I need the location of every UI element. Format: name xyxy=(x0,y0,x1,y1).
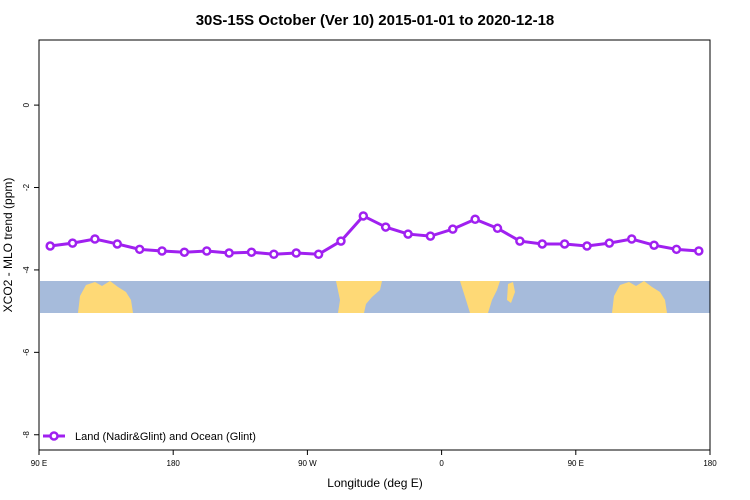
data-point xyxy=(179,247,190,257)
data-point xyxy=(626,234,637,244)
data-point xyxy=(470,214,480,224)
legend: Land (Nadir&Glint) and Ocean (Glint) xyxy=(43,431,256,443)
data-point xyxy=(45,241,55,251)
land xyxy=(612,281,667,313)
data-point xyxy=(313,249,324,260)
data-point xyxy=(202,246,212,256)
data-point xyxy=(380,222,391,232)
data-point xyxy=(403,229,413,239)
x-tick-label: 90 W xyxy=(298,459,317,468)
data-point xyxy=(694,246,704,256)
land xyxy=(78,281,133,313)
land xyxy=(507,282,515,303)
data-point xyxy=(559,239,570,249)
chart-title: 30S-15S October (Ver 10) 2015-01-01 to 2… xyxy=(196,12,555,29)
legend-label: Land (Nadir&Glint) and Ocean (Glint) xyxy=(75,431,256,443)
data-point xyxy=(604,238,615,248)
data-point xyxy=(492,223,503,234)
x-axis-label: Longitude (deg E) xyxy=(327,476,422,490)
y-tick-label: -8 xyxy=(22,431,31,439)
data-point xyxy=(448,224,458,234)
y-tick-label: 0 xyxy=(22,102,31,107)
data-point xyxy=(134,244,145,255)
data-point xyxy=(537,239,547,249)
x-tick-label: 180 xyxy=(167,459,181,468)
y-tick-label: -2 xyxy=(22,183,31,191)
data-point xyxy=(425,231,436,241)
data-point xyxy=(336,236,346,246)
legend-marker xyxy=(49,431,59,441)
series-line xyxy=(49,214,699,256)
y-tick-label: -6 xyxy=(22,348,31,356)
map-strip xyxy=(40,281,710,313)
x-tick-label: 90 E xyxy=(31,459,47,468)
data-point xyxy=(112,239,123,249)
land xyxy=(460,281,500,313)
data-point xyxy=(90,234,100,244)
plot-frame xyxy=(38,39,711,451)
data-point xyxy=(649,240,659,250)
data-point xyxy=(224,248,234,258)
x-tick-label: 90 E xyxy=(568,459,584,468)
y-tick-label: -4 xyxy=(22,266,31,274)
data-point xyxy=(671,244,682,255)
x-tick-label: 180 xyxy=(703,459,717,468)
data-point xyxy=(291,248,301,258)
data-point xyxy=(67,238,78,248)
data-point xyxy=(582,241,592,251)
data-point xyxy=(269,249,279,260)
data-point xyxy=(157,246,167,256)
land xyxy=(336,281,382,313)
data-point xyxy=(246,247,257,257)
x-tick-label: 0 xyxy=(439,459,444,468)
data-point xyxy=(358,211,369,221)
y-axis-label: XCO2 - MLO trend (ppm) xyxy=(1,178,15,313)
data-point xyxy=(515,236,525,246)
